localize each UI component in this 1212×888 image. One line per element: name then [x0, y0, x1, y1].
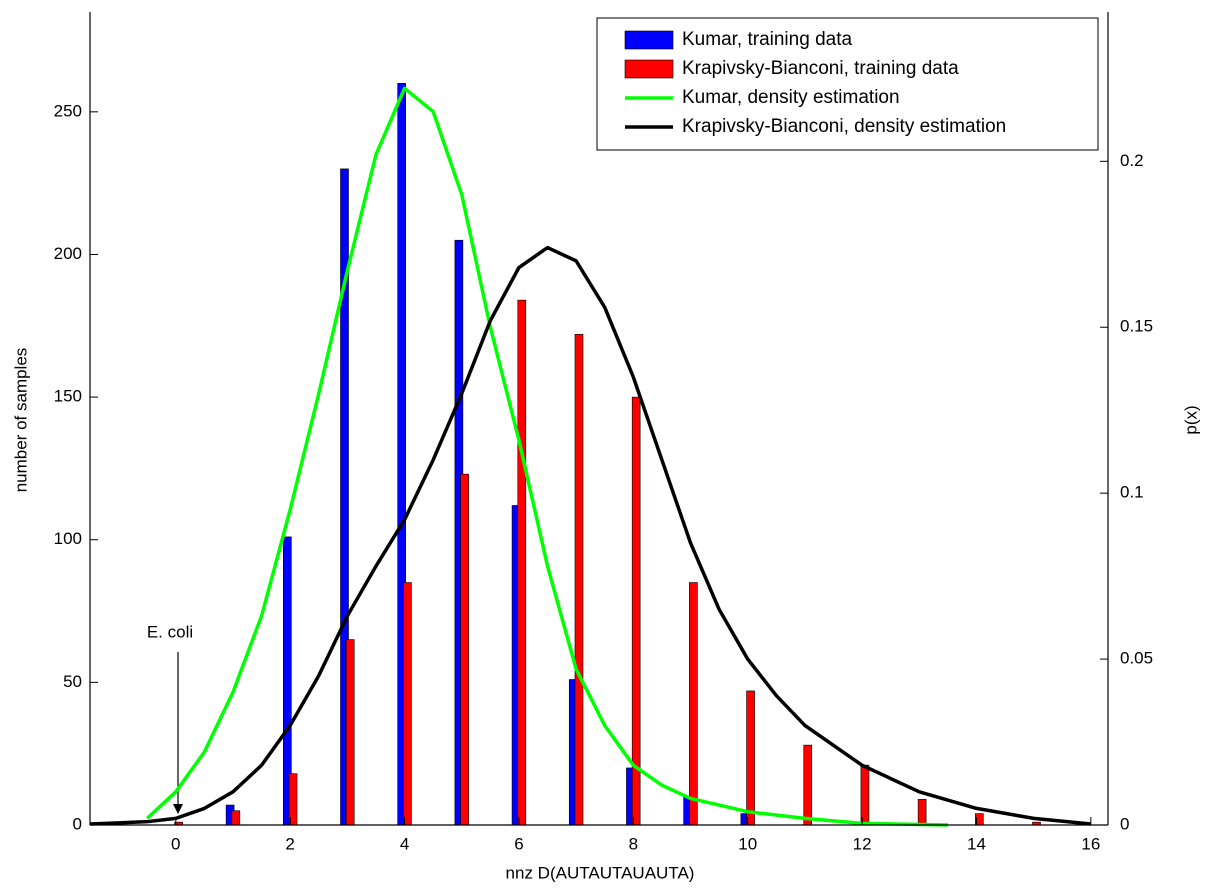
legend-label: Kumar, density estimation [682, 87, 900, 108]
bar [860, 764, 870, 826]
legend-label: Krapivsky-Bianconi, density estimation [682, 116, 1006, 137]
bar [803, 744, 813, 826]
legend-box [596, 17, 1099, 151]
y-tick-label: 0 [73, 814, 82, 833]
bar [746, 690, 755, 826]
y2-tick-label: 0.1 [1120, 483, 1144, 502]
x-tick-label: 2 [285, 834, 294, 853]
density-line [89, 245, 1092, 826]
y2-tick-label: 0.15 [1120, 317, 1153, 336]
y-tick-label: 50 [63, 672, 82, 691]
y-tick-label: 100 [54, 529, 82, 548]
y-axis-label: number of samples [11, 348, 30, 493]
x-tick-label: 4 [400, 834, 409, 853]
y-tick-label: 200 [54, 244, 82, 263]
annotation: E. coli [147, 622, 193, 641]
y2-tick-label: 0.2 [1120, 151, 1144, 170]
y2-tick-label: 0.05 [1120, 649, 1153, 668]
bar [460, 473, 469, 826]
bar [345, 639, 355, 826]
bar [631, 396, 641, 826]
bar [689, 582, 698, 826]
x-tick-label: 10 [738, 834, 757, 853]
x-tick-label: 6 [514, 834, 523, 853]
y-tick-label: 250 [54, 101, 82, 120]
legend-swatch [624, 30, 674, 50]
bar [917, 799, 927, 826]
legend-swatch [624, 59, 674, 79]
bar [231, 810, 241, 826]
y2-tick-label: 0 [1120, 814, 1129, 833]
x-tick-label: 14 [967, 834, 986, 853]
annotation-arrowhead [173, 804, 183, 814]
bar [403, 582, 412, 826]
x-axis-label: nnz D(AUTAUTAUAUTA) [506, 863, 695, 882]
x-tick-label: 12 [853, 834, 872, 853]
x-tick-label: 8 [629, 834, 638, 853]
bar [574, 334, 584, 826]
x-tick-label: 0 [171, 834, 180, 853]
bar [517, 299, 527, 826]
x-tick-label: 16 [1081, 834, 1100, 853]
legend-label: Kumar, training data [682, 29, 852, 50]
density-line [145, 86, 948, 827]
y2-axis-label: p(x) [1181, 405, 1200, 434]
legend-label: Krapivsky-Bianconi, training data [682, 58, 959, 79]
y-tick-label: 150 [54, 387, 82, 406]
